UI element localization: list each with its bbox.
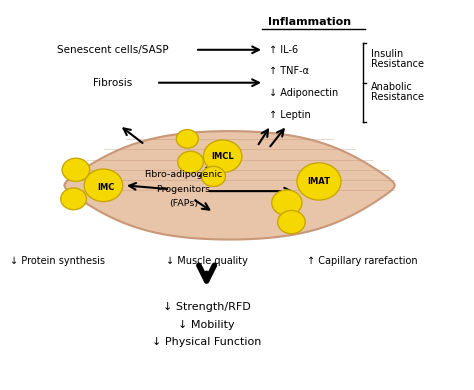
Text: ↓ Protein synthesis: ↓ Protein synthesis: [10, 256, 105, 266]
Circle shape: [297, 163, 341, 200]
Circle shape: [278, 211, 305, 234]
Circle shape: [84, 169, 123, 202]
Text: Progenitors: Progenitors: [156, 185, 211, 194]
Text: IMAT: IMAT: [308, 177, 330, 186]
Text: Anabolic: Anabolic: [371, 82, 413, 92]
Circle shape: [201, 167, 226, 186]
Text: ↑ Leptin: ↑ Leptin: [269, 110, 310, 120]
Text: Fibrosis: Fibrosis: [93, 78, 132, 88]
Text: ↑ Capillary rarefaction: ↑ Capillary rarefaction: [307, 256, 418, 266]
Circle shape: [62, 158, 90, 181]
Text: Resistance: Resistance: [371, 92, 424, 102]
Text: Insulin: Insulin: [371, 49, 403, 58]
Text: Inflammation: Inflammation: [268, 16, 351, 27]
Text: (FAPs): (FAPs): [169, 199, 198, 208]
Text: Fibro-adipogenic: Fibro-adipogenic: [145, 170, 223, 179]
Text: ↓ Adiponectin: ↓ Adiponectin: [269, 88, 338, 98]
Text: ↑ TNF-α: ↑ TNF-α: [269, 66, 309, 76]
Text: ↓ Mobility: ↓ Mobility: [178, 320, 235, 330]
Text: Senescent cells/SASP: Senescent cells/SASP: [57, 45, 168, 55]
Polygon shape: [64, 131, 395, 239]
Text: ↓ Physical Function: ↓ Physical Function: [152, 337, 261, 347]
Circle shape: [203, 140, 242, 172]
Text: IMC: IMC: [97, 183, 114, 192]
Circle shape: [61, 188, 86, 210]
Text: Resistance: Resistance: [371, 59, 424, 69]
Text: ↓ Muscle quality: ↓ Muscle quality: [166, 256, 247, 266]
Circle shape: [272, 190, 302, 216]
Text: ↑ IL-6: ↑ IL-6: [269, 45, 298, 55]
Circle shape: [178, 151, 203, 173]
Text: ↓ Strength/RFD: ↓ Strength/RFD: [163, 302, 250, 312]
Text: IMCL: IMCL: [211, 152, 234, 161]
Circle shape: [176, 129, 198, 148]
